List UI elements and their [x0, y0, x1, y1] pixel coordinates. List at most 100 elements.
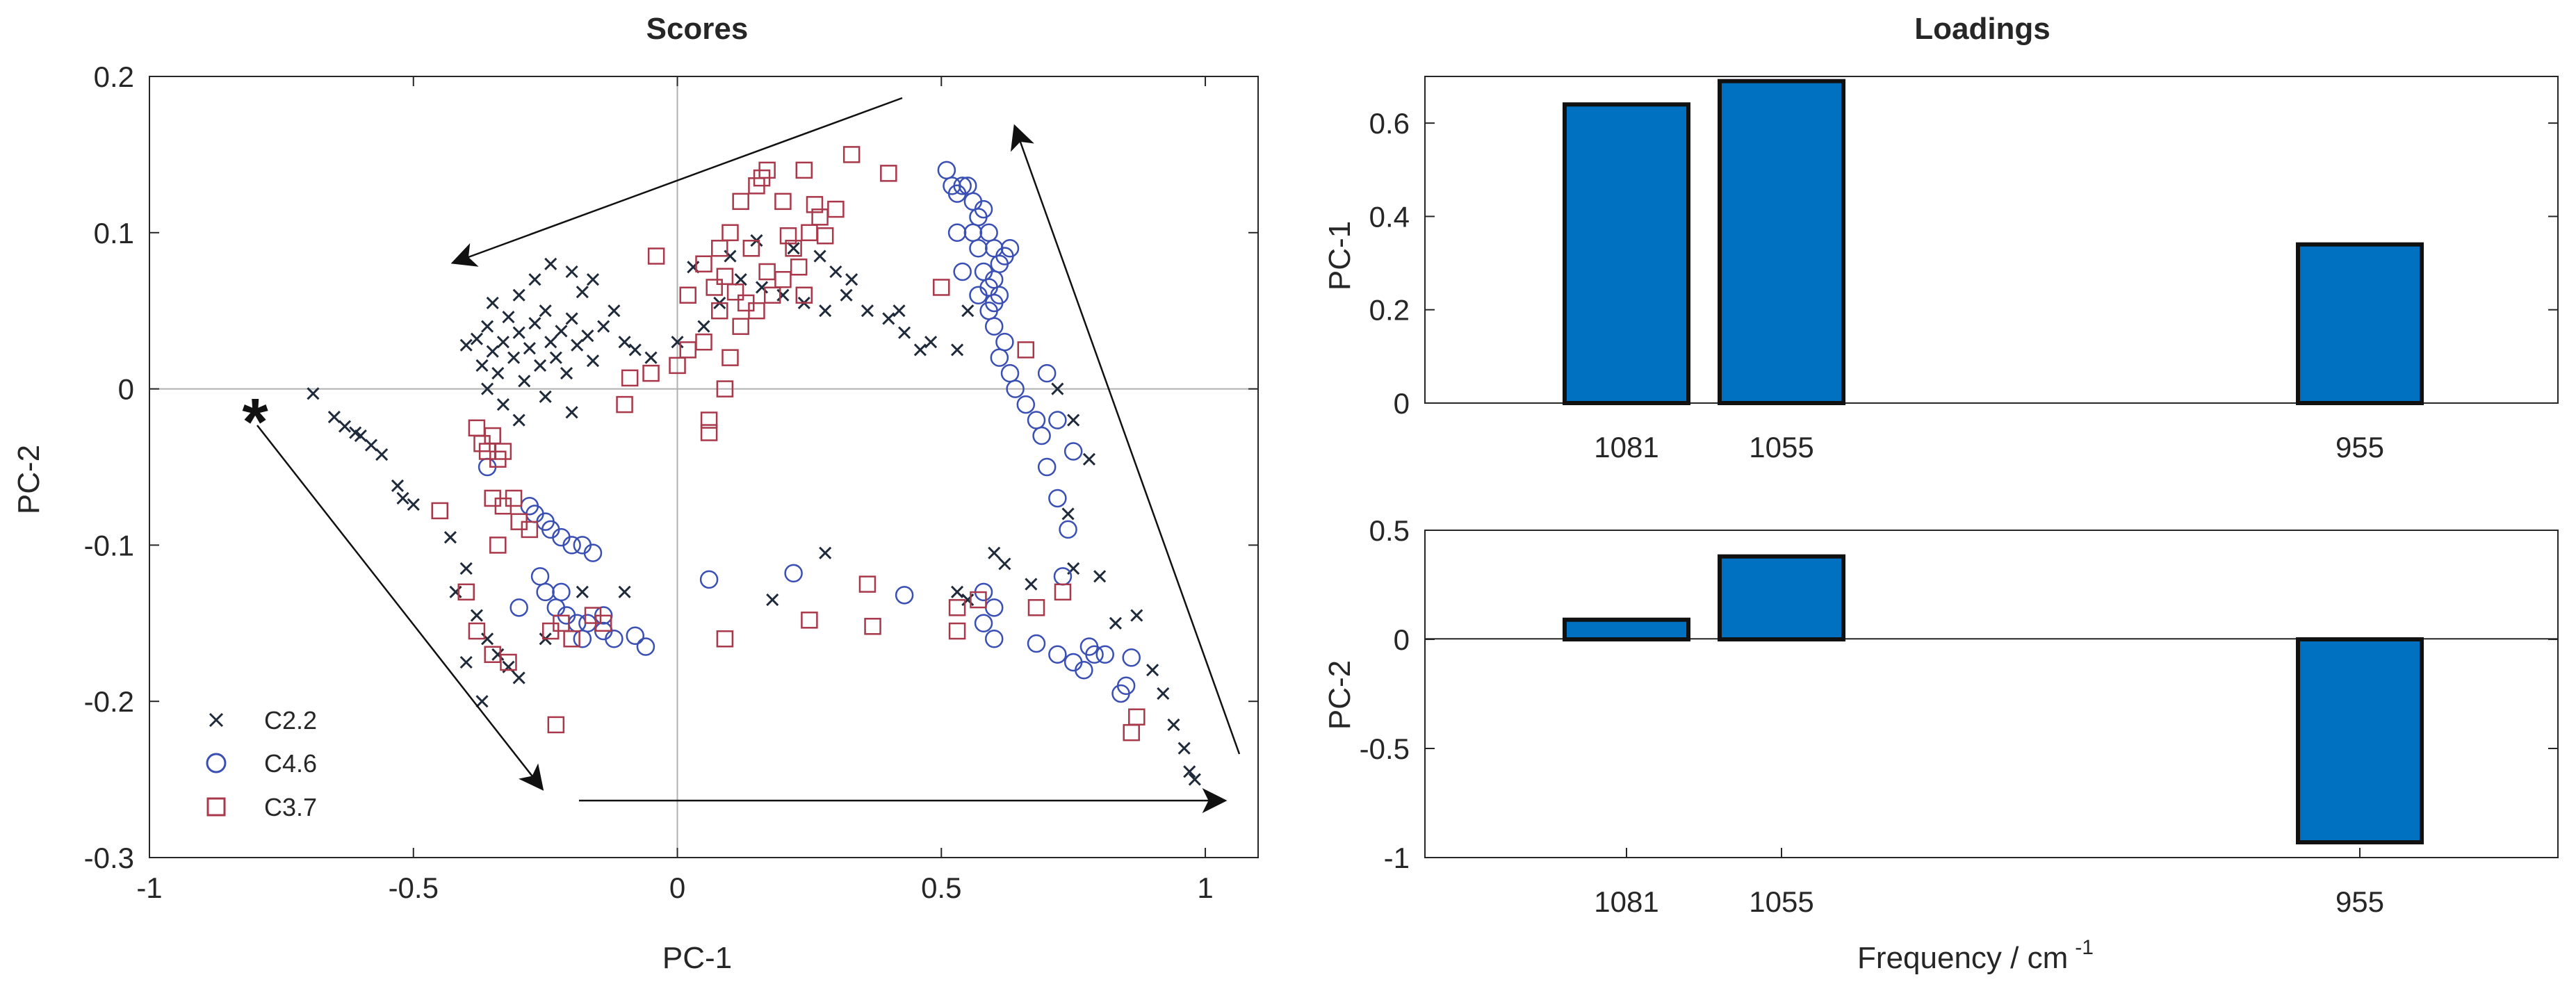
point-c37-8 [505, 489, 523, 507]
point-c37-29 [700, 411, 718, 429]
point-c22-17 [512, 671, 525, 685]
pc1-ylabel: PC-1 [1323, 221, 1357, 290]
point-c37-46 [732, 193, 749, 211]
point-c37-56 [816, 227, 834, 245]
legend-label-c37: C3.7 [264, 793, 317, 821]
point-c37-73 [948, 599, 966, 616]
point-c22-94 [1157, 687, 1170, 701]
point-c37-36 [774, 270, 792, 288]
point-c46-27 [963, 223, 983, 243]
point-c37-37 [785, 240, 802, 257]
point-c46-60 [510, 598, 528, 617]
point-c46-55 [626, 626, 645, 646]
point-c22-67 [819, 304, 832, 318]
point-c22-19 [459, 655, 473, 669]
point-c37-52 [795, 161, 813, 179]
point-c22-52 [544, 257, 557, 270]
scores-xtick-label-2: 0 [669, 871, 685, 904]
point-c22-103 [1067, 413, 1080, 427]
point-c22-0 [307, 387, 320, 400]
point-c22-101 [1061, 507, 1075, 521]
pc1-ytick-label-3: 0.6 [1369, 107, 1410, 140]
scores-ytick-label-1: 0.1 [94, 217, 134, 249]
point-c22-93 [1146, 664, 1159, 677]
point-c22-105 [576, 585, 589, 598]
point-c22-1 [327, 411, 341, 424]
point-c46-20 [1016, 395, 1036, 414]
pc2-ytick-label-0: 0.5 [1369, 514, 1410, 547]
point-c22-73 [924, 336, 938, 349]
point-c46-67 [1027, 634, 1046, 653]
pc2-ytick-label-3: -1 [1384, 842, 1410, 874]
point-c46-36 [1048, 411, 1067, 429]
point-c22-71 [898, 326, 911, 339]
loadings-pc1-plot-area [1424, 76, 2559, 404]
point-c22-55 [486, 296, 499, 310]
point-c46-71 [1075, 660, 1093, 680]
legend-marker-c22 [209, 712, 224, 728]
loadings-pc2-plot-area [1424, 530, 2559, 858]
point-c37-40 [827, 200, 845, 218]
point-c22-23 [481, 320, 494, 333]
point-c22-83 [819, 546, 832, 559]
pc2-ticks: 0.5 0 -0.5 -1 1081 1055 955 [1360, 514, 2558, 918]
point-c22-69 [861, 304, 874, 318]
point-c37-76 [1054, 583, 1072, 601]
point-c37-25 [642, 364, 660, 382]
point-c37-16 [500, 653, 517, 671]
point-c22-13 [470, 609, 483, 622]
scores-ytick-label-5: -0.3 [84, 842, 134, 874]
point-c46-54 [605, 630, 623, 648]
point-c46-24 [1048, 489, 1067, 508]
point-c37-69 [801, 612, 818, 629]
pc2-bar-1055 [1718, 554, 1845, 641]
point-c37-11 [489, 537, 507, 554]
point-c46-6 [974, 199, 993, 219]
point-c37-33 [732, 318, 749, 335]
point-c46-19 [1006, 379, 1025, 398]
scores-ytick-label-3: -0.1 [84, 529, 134, 562]
asterisk-annotation: * [242, 385, 268, 459]
point-c37-49 [695, 255, 712, 273]
point-c46-66 [984, 630, 1004, 648]
point-c46-73 [1122, 648, 1141, 667]
point-c37-51 [774, 193, 792, 211]
pc2-bars [1563, 554, 2424, 845]
point-c22-76 [787, 242, 800, 255]
point-c22-48 [481, 382, 494, 395]
loadings-pc2-panel: 0.5 0 -0.5 -1 1081 1055 955 PC-2 Frequency / c… [1323, 514, 2559, 975]
point-c37-66 [933, 279, 950, 296]
point-c37-41 [842, 146, 861, 163]
point-c22-26 [496, 336, 510, 349]
point-c37-45 [748, 177, 765, 195]
legend-label-c22: C2.2 [264, 706, 317, 735]
legend-item-c37: C3.7 [206, 793, 317, 821]
point-c37-38 [801, 224, 818, 242]
point-c37-70 [858, 575, 877, 593]
point-c22-51 [528, 273, 541, 286]
point-c37-27 [679, 341, 696, 359]
scores-xtick-label-3: 0.5 [921, 871, 961, 904]
legend-marker-c37 [206, 797, 226, 817]
point-c46-21 [1027, 411, 1046, 429]
point-c37-67 [1017, 341, 1035, 359]
point-c46-62 [784, 564, 803, 583]
point-c46-56 [636, 637, 655, 656]
point-c37-47 [722, 224, 739, 242]
point-c22-24 [486, 345, 499, 358]
point-c22-81 [892, 304, 906, 318]
point-c37-71 [864, 618, 881, 635]
point-c22-50 [512, 288, 525, 302]
loadings-pc1-panel: Loadings 0 0.2 0.4 0.6 1081 1055 955 PC-1 [1323, 12, 2559, 464]
point-c37-24 [621, 369, 639, 387]
point-c37-54 [779, 227, 797, 245]
legend-item-c46: C4.6 [206, 749, 317, 778]
point-c37-35 [763, 286, 781, 304]
point-c22-59 [644, 351, 658, 364]
point-c37-48 [711, 240, 728, 257]
point-c46-57 [573, 630, 592, 648]
point-c22-95 [1167, 718, 1180, 731]
point-c22-12 [449, 585, 462, 598]
point-c37-59 [742, 240, 760, 257]
point-c46-22 [1032, 426, 1051, 445]
